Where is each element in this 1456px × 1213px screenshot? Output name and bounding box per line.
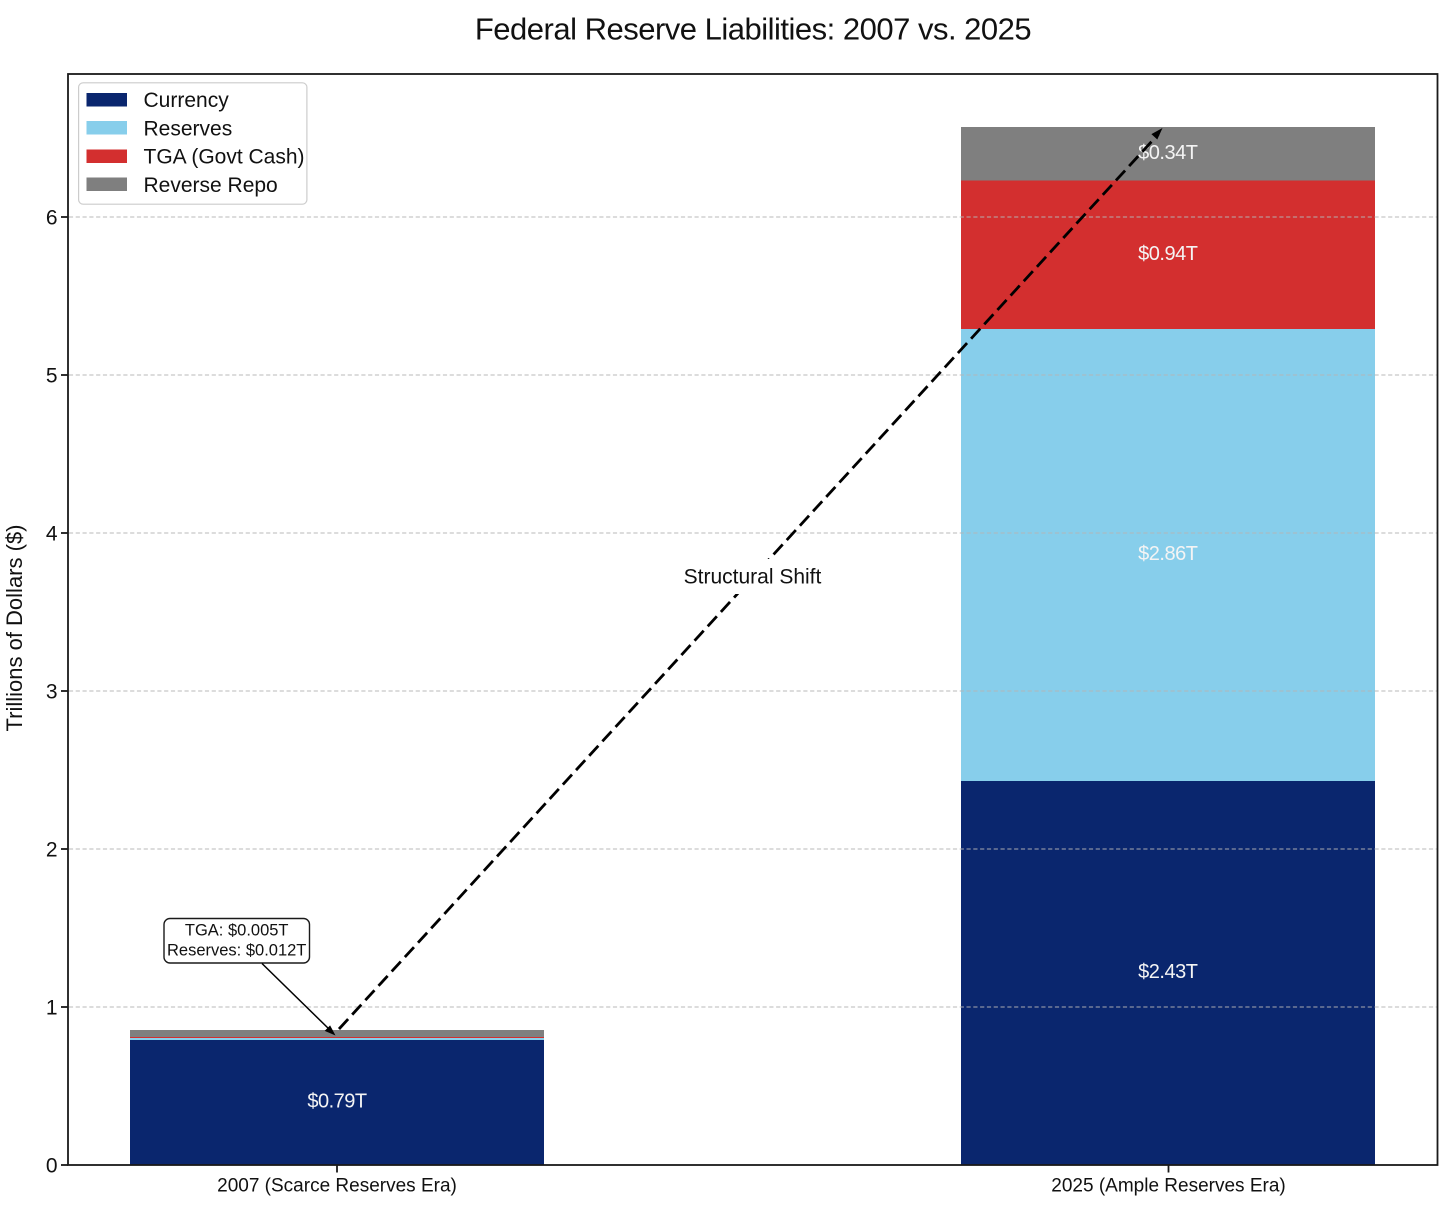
svg-text:5: 5 <box>46 365 58 388</box>
svg-text:Trillions of Dollars ($): Trillions of Dollars ($) <box>2 524 27 731</box>
svg-text:6: 6 <box>46 207 58 230</box>
svg-text:2025 (Ample Reserves Era): 2025 (Ample Reserves Era) <box>1051 1176 1285 1197</box>
svg-text:Structural Shift: Structural Shift <box>684 566 822 589</box>
svg-text:$0.34T: $0.34T <box>1138 142 1198 164</box>
svg-text:1: 1 <box>46 997 58 1020</box>
svg-text:2007 (Scarce Reserves Era): 2007 (Scarce Reserves Era) <box>217 1176 457 1197</box>
svg-text:Federal Reserve Liabilities: 2: Federal Reserve Liabilities: 2007 vs. 20… <box>475 12 1031 47</box>
svg-text:$0.94T: $0.94T <box>1138 243 1198 265</box>
svg-text:0: 0 <box>46 1155 58 1178</box>
svg-text:4: 4 <box>46 523 58 546</box>
svg-text:Reverse Repo: Reverse Repo <box>144 174 278 197</box>
svg-text:TGA: $0.005T: TGA: $0.005T <box>185 922 289 940</box>
svg-text:$0.79T: $0.79T <box>307 1091 367 1113</box>
svg-text:Currency: Currency <box>144 89 230 112</box>
svg-text:Reserves: Reserves <box>144 117 233 140</box>
svg-text:Reserves: $0.012T: Reserves: $0.012T <box>167 942 306 960</box>
svg-text:3: 3 <box>46 681 58 704</box>
svg-text:TGA (Govt Cash): TGA (Govt Cash) <box>144 146 305 169</box>
svg-text:$2.43T: $2.43T <box>1138 961 1198 983</box>
svg-text:2: 2 <box>46 839 58 862</box>
svg-text:$2.86T: $2.86T <box>1138 543 1198 565</box>
